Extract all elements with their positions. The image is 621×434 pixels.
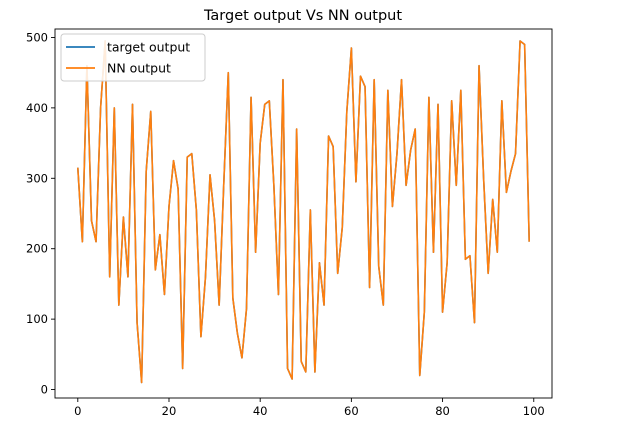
x-tick-label: 20: [162, 404, 177, 418]
x-tick-label: 40: [253, 404, 268, 418]
legend-box: [60, 33, 206, 82]
y-tick-label: 400: [26, 101, 48, 115]
x-tick-label: 80: [435, 404, 450, 418]
legend-label: NN output: [107, 61, 171, 76]
legend-label: target output: [107, 40, 190, 55]
y-tick-label: 300: [26, 171, 48, 185]
y-tick-label: 200: [26, 242, 48, 256]
legend: target output NN output: [60, 33, 206, 82]
chart-title: Target output Vs NN output: [203, 8, 402, 24]
series-line-2: [77, 40, 530, 384]
y-tick-label: 100: [26, 312, 48, 326]
y-tick-label: 0: [41, 383, 48, 397]
x-tick-label: 0: [74, 404, 81, 418]
plot-area: 0 20 40 60 80 100 0 100 200 300 400 500: [26, 28, 553, 418]
x-tick-label: 60: [344, 404, 359, 418]
axes-frame: [54, 28, 553, 399]
y-tick-label: 500: [26, 30, 48, 44]
x-tick-label: 100: [523, 404, 545, 418]
